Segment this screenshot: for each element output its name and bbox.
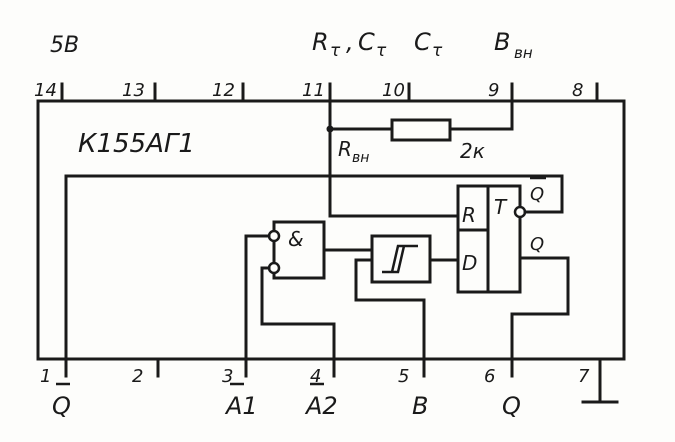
ff-t-label: T	[494, 195, 508, 219]
resistor-label-sub: вн	[352, 150, 369, 166]
resistor-value: 2к	[460, 139, 485, 163]
pin-12-number: 12	[212, 80, 235, 101]
resistor	[390, 118, 452, 142]
ff-q-label: Q	[530, 234, 544, 255]
ff-d-label: D	[462, 251, 477, 275]
pin-3-number: 3	[222, 366, 233, 387]
signal-a2-bar: A2	[304, 392, 338, 420]
pin-7-number: 7	[578, 366, 590, 387]
signal-a1-bar: A1	[224, 392, 258, 420]
hysteresis-symbol	[382, 244, 418, 274]
pin-9-number: 9	[488, 80, 499, 101]
resistor-network	[328, 99, 514, 218]
signal-c10: C	[414, 28, 431, 56]
pin-5-number: 5	[398, 366, 409, 387]
pin-14-number: 14	[34, 80, 57, 101]
pin-4-number: 4	[310, 366, 321, 387]
bottom-pin-ticks	[156, 357, 619, 404]
wiring	[64, 174, 570, 378]
signal-r-tau: R	[312, 28, 329, 56]
signal-q-bar: Q	[52, 392, 71, 420]
ff-q-bar-label: Q	[530, 184, 544, 205]
and-symbol: &	[288, 227, 304, 251]
top-pin-ticks	[60, 82, 599, 103]
signal-b-vn: B	[494, 28, 510, 56]
resistor-node	[326, 125, 334, 133]
signal-c10-sub: τ	[432, 41, 443, 61]
chip-name: К155АГ1	[78, 129, 195, 159]
overbars	[56, 176, 546, 386]
signal-c-tau-sub: τ	[376, 41, 387, 61]
pin-8-number: 8	[572, 80, 583, 101]
signal-r-tau-sub: τ	[330, 41, 341, 61]
signal-c-tau: C	[358, 28, 375, 56]
signal-b-vn-sub: вн	[514, 44, 533, 62]
signal-comma: ,	[346, 28, 354, 56]
pin-2-number: 2	[132, 366, 143, 387]
pin-13-number: 13	[122, 80, 145, 101]
resistor-label: R	[338, 137, 352, 161]
pin-6-number: 6	[484, 366, 495, 387]
pin-1-number: 1	[40, 366, 51, 387]
pin-11-number: 11	[302, 80, 325, 101]
ff-r-label: R	[462, 203, 476, 227]
signal-b: B	[412, 392, 428, 420]
supply-label: 5В	[50, 33, 79, 58]
signal-q: Q	[502, 392, 521, 420]
pin-10-number: 10	[382, 80, 405, 101]
